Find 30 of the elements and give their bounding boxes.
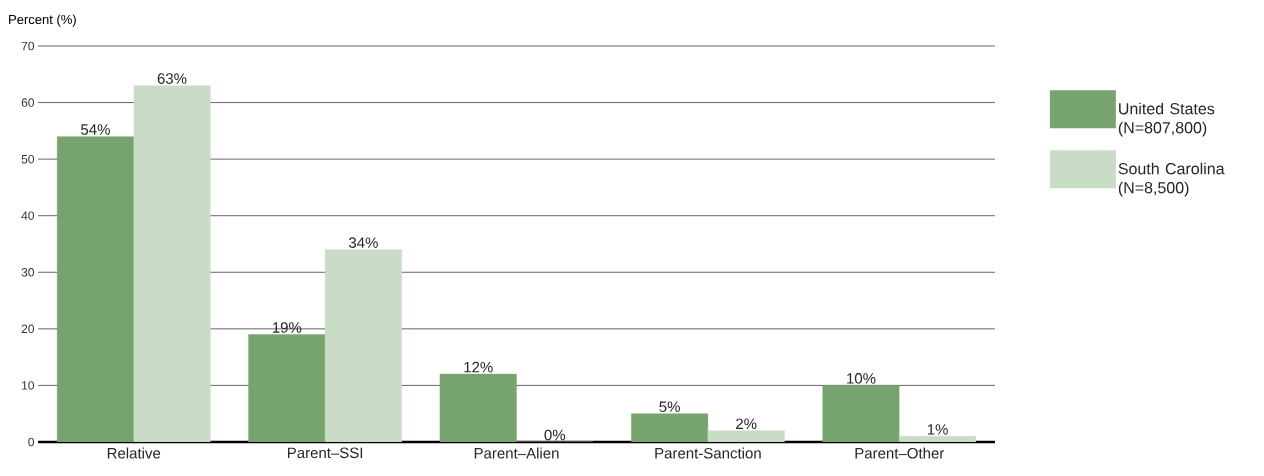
x-tick-label: Parent–Other [855,447,945,459]
data-label: 10% [847,373,876,384]
y-tick-label: 20 [21,324,35,334]
y-tick-label: 10 [22,381,35,390]
data-label: 2% [736,418,757,429]
data-label: 12% [464,361,493,373]
bar [899,436,977,442]
data-label: 5% [659,401,680,412]
data-label: 34% [348,237,378,248]
data-label: 0% [544,429,566,441]
data-label: 63% [157,73,187,84]
x-tick-label: Parent-Sanction [655,447,761,459]
bar [133,85,211,442]
x-tick-label: Relative [107,447,161,459]
y-tick-label: 0 [28,437,35,447]
y-tick-label: 70 [21,41,35,51]
y-tick-label: 50 [21,154,35,164]
bar [324,249,402,442]
x-tick-label: Parent–SSI [287,447,363,459]
data-label: 19% [272,322,302,333]
y-tick-label: 40 [21,211,35,220]
y-tick-label: 60 [21,98,35,107]
x-tick-label: Parent–Alien [474,447,559,459]
legend-label: South Carolina (N=8,500) [1118,162,1225,197]
y-axis-title: Percent (%) [9,14,76,27]
data-label: 1% [927,424,948,435]
legend-label: United States (N=807,800) [1118,102,1215,137]
y-tick-label: 30 [21,268,35,277]
bar [707,430,785,442]
data-label: 54% [81,124,110,135]
